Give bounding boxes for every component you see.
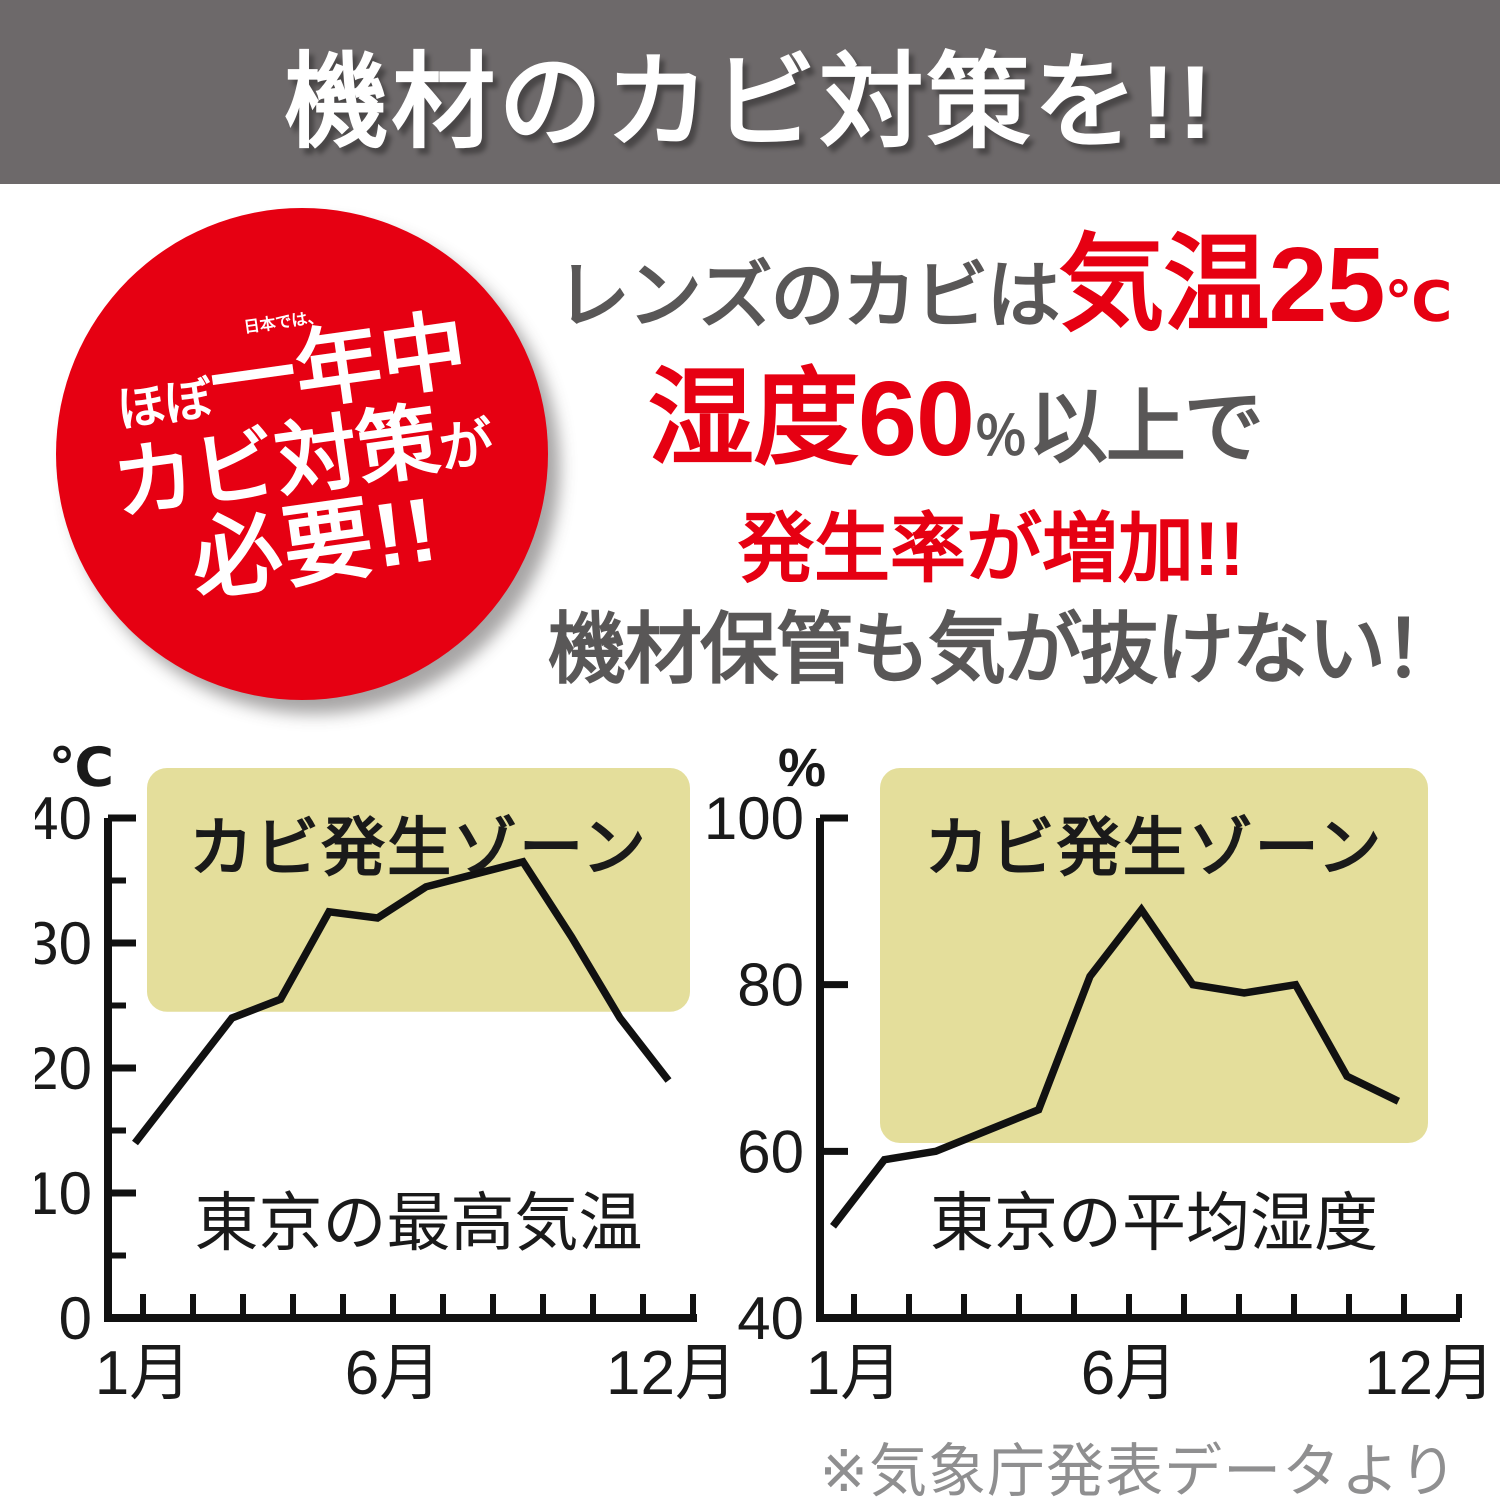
svg-text:100: 100 [705,785,804,852]
svg-text:6月: 6月 [345,1339,441,1408]
badge-text-block: 日本では、 ほぼ一年中 カビ対策が 必要!! [93,289,510,619]
page-title: 機材のカビ対策を!! [284,44,1216,161]
data-source-note: ※気象庁発表データより [819,1439,1458,1500]
headline-1-unit: ℃ [1384,270,1453,333]
svg-text:℃: ℃ [49,738,114,798]
svg-text:1月: 1月 [806,1339,902,1408]
svg-text:東京の平均湿度: 東京の平均湿度 [930,1187,1378,1259]
svg-text:12月: 12月 [1364,1339,1495,1408]
headline-line-1: レンズのカビは 気温25 ℃ [556,232,1452,338]
headline-2-humidity: 湿度60 [648,360,975,478]
svg-text:東京の最高気温: 東京の最高気温 [195,1187,643,1259]
headline-line-3: 発生率が増加!! [738,507,1245,592]
top-banner: 機材のカビ対策を!! [0,0,1500,184]
badge-line-3-small: が [435,412,498,480]
svg-text:カビ発生ゾーン: カビ発生ゾーン [925,812,1384,884]
svg-text:40: 40 [737,1285,804,1352]
svg-text:80: 80 [737,952,804,1019]
headline-line-4: 機材保管も気が抜けない！ [548,605,1462,693]
svg-text:0: 0 [59,1285,92,1352]
svg-text:12月: 12月 [606,1339,737,1408]
headline-1-temp: 気温25 [1058,226,1386,344]
headline-2-tail: 以上で [1027,383,1264,472]
svg-text:40: 40 [35,785,92,852]
svg-text:1月: 1月 [95,1339,191,1408]
mold-alert-badge: 日本では、 ほぼ一年中 カビ対策が 必要!! [56,208,548,700]
headline-2-percent: ％ [973,407,1028,467]
svg-text:6月: 6月 [1081,1339,1177,1408]
svg-text:60: 60 [737,1118,804,1185]
svg-text:10: 10 [35,1160,92,1227]
headline-1-lead: レンズのカビは [556,254,1061,337]
svg-text:30: 30 [35,910,92,977]
svg-text:カビ発生ゾーン: カビ発生ゾーン [189,812,648,884]
headline-line-2: 湿度60 ％以上で [648,360,1264,478]
svg-text:20: 20 [35,1035,92,1102]
svg-text:%: % [778,738,826,798]
